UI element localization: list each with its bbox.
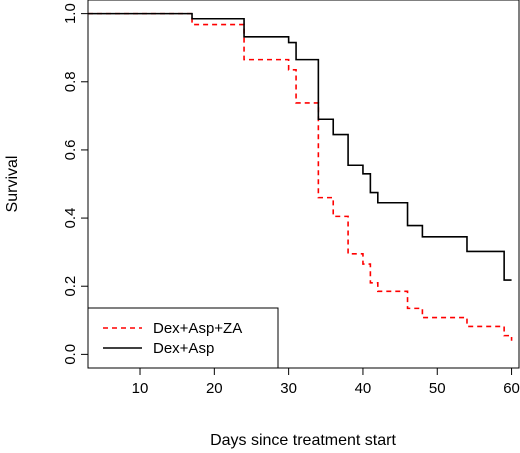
series-line-dex-asp xyxy=(88,12,512,281)
legend: Dex+Asp+ZA Dex+Asp xyxy=(87,307,279,369)
y-tick-label: 0.8 xyxy=(62,71,79,92)
y-tick-label: 0.4 xyxy=(62,208,79,229)
y-tick-label: 1.0 xyxy=(62,3,79,24)
legend-label-dex-asp: Dex+Asp xyxy=(153,340,214,357)
y-tick-label: 0.0 xyxy=(62,344,79,365)
x-axis-label: Days since treatment start xyxy=(210,432,396,449)
x-tick-label: 20 xyxy=(206,380,223,397)
y-axis-label: Survival xyxy=(4,156,21,213)
x-axis: 10 20 30 40 50 60 xyxy=(132,368,520,397)
x-tick-label: 50 xyxy=(429,380,446,397)
y-tick-label: 0.6 xyxy=(62,139,79,160)
x-tick-label: 30 xyxy=(280,380,297,397)
y-tick-label: 0.2 xyxy=(62,276,79,297)
x-tick-label: 10 xyxy=(132,380,149,397)
legend-label-dex-asp-za: Dex+Asp+ZA xyxy=(153,320,242,337)
y-axis: 0.0 0.2 0.4 0.6 0.8 1.0 xyxy=(62,3,88,365)
series-layer xyxy=(88,12,513,341)
plot-frame xyxy=(87,0,520,369)
series-line-dex-asp-za xyxy=(88,12,513,341)
x-tick-label: 40 xyxy=(355,380,372,397)
legend-box xyxy=(87,307,279,369)
x-tick-label: 60 xyxy=(503,380,520,397)
